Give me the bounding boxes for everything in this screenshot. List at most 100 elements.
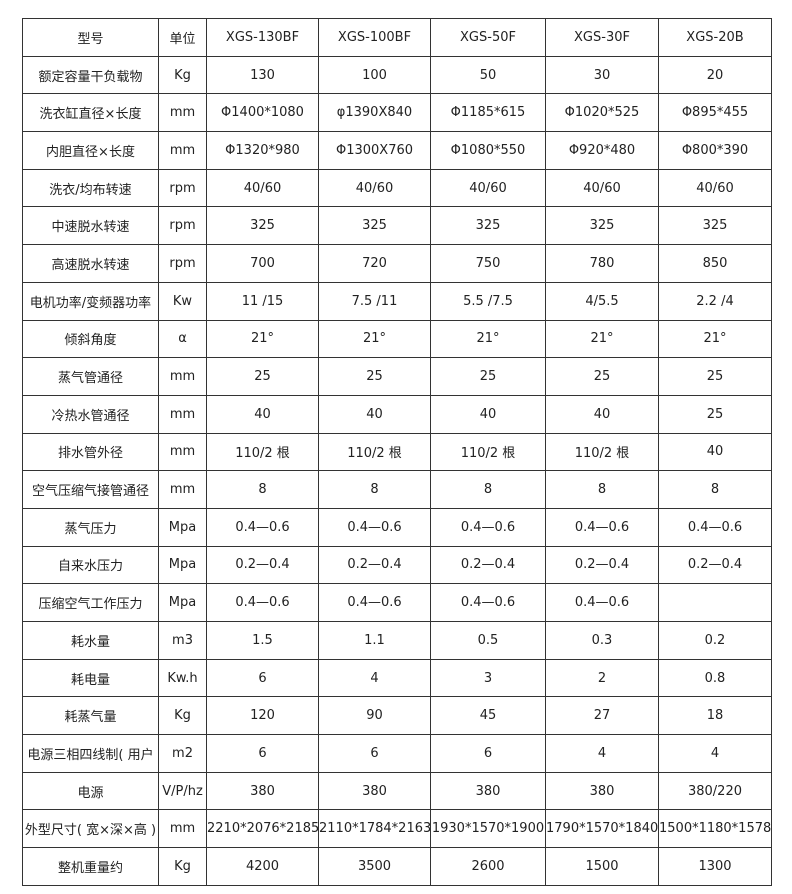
value-cell: 2.2 /4 — [658, 281, 772, 321]
value-cell: 30 — [545, 55, 659, 95]
value-cell: 100 — [318, 55, 431, 95]
value-cell: φ1390X840 — [318, 93, 431, 133]
header-row: 型号 单位 XGS-130BF XGS-100BF XGS-50F XGS-30F XGS-… — [22, 18, 772, 57]
value-cell: 2600 — [430, 847, 546, 886]
value-cell: 25 — [658, 357, 772, 396]
data-row: 电源三相四线制( 用户 m2 6 6 6 4 4 — [22, 734, 772, 773]
value-cell: 20 — [658, 55, 772, 95]
value-cell: 0.8 — [658, 658, 772, 698]
value-cell: 1500 — [545, 847, 659, 886]
value-cell: 380 — [206, 771, 319, 811]
value-cell: 40/60 — [206, 168, 319, 208]
value-cell: 110/2 根 — [206, 432, 319, 472]
data-row: 电机功率/变频器功率 Kw 11 /15 7.5 /11 5.5 /7.5 4/5.5 2.… — [22, 281, 772, 321]
data-row: 洗衣缸直径×长度 mm Φ1400*1080 φ1390X840 Φ1185*615 Φ1… — [22, 93, 772, 133]
value-cell: 0.4—0.6 — [318, 583, 431, 622]
value-cell: 4 — [545, 734, 659, 773]
data-row: 电源 V/P/hz 380 380 380 380 380/220 — [22, 771, 772, 811]
value-cell: 8 — [658, 470, 772, 509]
row-label: 压缩空气工作压力 — [22, 583, 159, 622]
value-cell: Φ1080*550 — [430, 131, 546, 170]
value-cell: 1300 — [658, 847, 772, 886]
value-cell: 40 — [206, 394, 319, 434]
value-cell: 0.2—0.4 — [658, 545, 772, 585]
unit-cell: mm — [158, 93, 207, 133]
value-cell: 4200 — [206, 847, 319, 886]
value-cell: 25 — [430, 357, 546, 396]
value-cell: 325 — [430, 206, 546, 246]
value-cell: 700 — [206, 244, 319, 283]
value-cell: 1.5 — [206, 621, 319, 660]
value-cell: 8 — [545, 470, 659, 509]
row-label: 洗衣/均布转速 — [22, 168, 159, 208]
value-cell: 7.5 /11 — [318, 281, 431, 321]
row-label: 冷热水管通径 — [22, 394, 159, 434]
row-label: 洗衣缸直径×长度 — [22, 93, 159, 133]
data-row: 冷热水管通径 mm 40 40 40 40 25 — [22, 394, 772, 434]
value-cell: 40 — [658, 432, 772, 472]
value-cell: 6 — [206, 734, 319, 773]
data-row: 耗电量 Kw.h 6 4 3 2 0.8 — [22, 658, 772, 698]
table-body: 型号 单位 XGS-130BF XGS-100BF XGS-50F XGS-30F XGS-… — [22, 18, 772, 886]
value-cell: 40/60 — [545, 168, 659, 208]
row-label: 外型尺寸( 宽×深×高 ) — [22, 809, 159, 849]
unit-cell: mm — [158, 470, 207, 509]
row-label: 电源 — [22, 771, 159, 811]
value-cell: 325 — [318, 206, 431, 246]
data-row: 整机重量约 Kg 4200 3500 2600 1500 1300 — [22, 847, 772, 886]
value-cell: 0.4—0.6 — [206, 583, 319, 622]
data-row: 蒸气压力 Mpa 0.4—0.6 0.4—0.6 0.4—0.6 0.4—0.6 0.4—0… — [22, 507, 772, 547]
value-cell: 1790*1570*1840 — [545, 809, 659, 849]
row-label: 整机重量约 — [22, 847, 159, 886]
value-cell: 780 — [545, 244, 659, 283]
value-cell: XGS-100BF — [318, 18, 431, 57]
value-cell: 0.3 — [545, 621, 659, 660]
row-label: 蒸气管通径 — [22, 357, 159, 396]
data-row: 空气压缩气接管通径 mm 8 8 8 8 8 — [22, 470, 772, 509]
data-row: 自来水压力 Mpa 0.2—0.4 0.2—0.4 0.2—0.4 0.2—0.4 0.2—… — [22, 545, 772, 585]
value-cell: Φ800*390 — [658, 131, 772, 170]
row-label: 中速脱水转速 — [22, 206, 159, 246]
value-cell: Φ1400*1080 — [206, 93, 319, 133]
value-cell: 110/2 根 — [545, 432, 659, 472]
value-cell: 40 — [545, 394, 659, 434]
value-cell: 2210*2076*2185 — [206, 809, 319, 849]
value-cell: 3500 — [318, 847, 431, 886]
value-cell: 6 — [318, 734, 431, 773]
value-cell: 380 — [430, 771, 546, 811]
value-cell: 21° — [430, 319, 546, 359]
value-cell: 5.5 /7.5 — [430, 281, 546, 321]
unit-cell: mm — [158, 357, 207, 396]
value-cell: Φ920*480 — [545, 131, 659, 170]
value-cell: 21° — [206, 319, 319, 359]
value-cell: 325 — [206, 206, 319, 246]
unit-cell: Kw — [158, 281, 207, 321]
value-cell: Φ895*455 — [658, 93, 772, 133]
value-cell: 110/2 根 — [318, 432, 431, 472]
unit-cell: mm — [158, 809, 207, 849]
value-cell: 40 — [318, 394, 431, 434]
value-cell: 25 — [318, 357, 431, 396]
value-cell: 1.1 — [318, 621, 431, 660]
value-cell: 0.4—0.6 — [545, 507, 659, 547]
value-cell: 2110*1784*2163 — [318, 809, 431, 849]
data-row: 内胆直径×长度 mm Φ1320*980 Φ1300X760 Φ1080*550 Φ920… — [22, 131, 772, 170]
value-cell: 3 — [430, 658, 546, 698]
unit-cell: Kg — [158, 847, 207, 886]
value-cell: 380 — [318, 771, 431, 811]
unit-cell: Mpa — [158, 545, 207, 585]
row-label: 耗电量 — [22, 658, 159, 698]
data-row: 压缩空气工作压力 Mpa 0.4—0.6 0.4—0.6 0.4—0.6 0.4—0.6 — [22, 583, 772, 622]
unit-cell: α — [158, 319, 207, 359]
data-row: 排水管外径 mm 110/2 根 110/2 根 110/2 根 110/2 根 40 — [22, 432, 772, 472]
value-cell: Φ1185*615 — [430, 93, 546, 133]
value-cell: 11 /15 — [206, 281, 319, 321]
unit-cell: 单位 — [158, 18, 207, 57]
row-label: 排水管外径 — [22, 432, 159, 472]
spec-table: 型号 单位 XGS-130BF XGS-100BF XGS-50F XGS-30F XGS-… — [22, 18, 772, 886]
value-cell: 8 — [318, 470, 431, 509]
value-cell: 40/60 — [658, 168, 772, 208]
unit-cell: mm — [158, 131, 207, 170]
value-cell: 0.2—0.4 — [206, 545, 319, 585]
